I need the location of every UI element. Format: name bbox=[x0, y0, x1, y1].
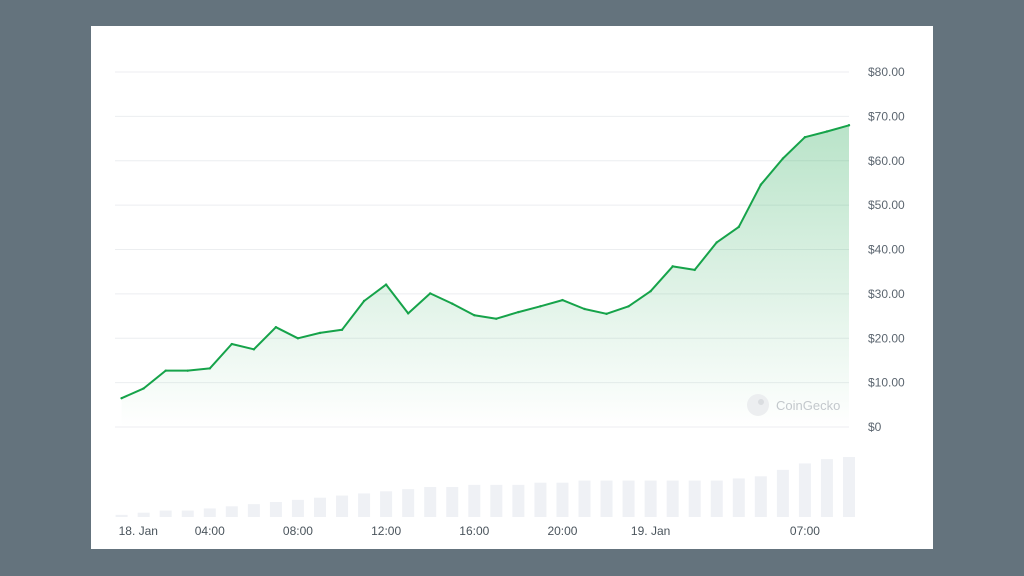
data-point bbox=[715, 241, 718, 244]
coingecko-logo-icon bbox=[747, 394, 769, 416]
y-tick-label: $10.00 bbox=[868, 376, 905, 390]
volume-bar bbox=[137, 512, 150, 517]
watermark: CoinGecko bbox=[747, 394, 840, 416]
volume-bar bbox=[468, 484, 481, 517]
data-point bbox=[825, 130, 829, 133]
data-point bbox=[451, 302, 454, 305]
y-axis-ticks: $0 $10.00 $20.00 $30.00 $40.00 $50.00 $60.00 $7… bbox=[868, 65, 905, 434]
volume-bar bbox=[512, 484, 525, 517]
volume-bar bbox=[644, 480, 657, 517]
volume-bar bbox=[336, 495, 349, 517]
data-point bbox=[384, 283, 388, 286]
volume-bar bbox=[798, 463, 811, 517]
data-point bbox=[318, 331, 322, 335]
data-point bbox=[230, 342, 234, 346]
volume-bar bbox=[313, 497, 326, 517]
volume-bar bbox=[776, 469, 789, 517]
data-point bbox=[473, 313, 476, 317]
y-tick-label: $80.00 bbox=[868, 65, 905, 79]
volume-bar bbox=[358, 493, 371, 517]
data-point bbox=[164, 369, 167, 372]
volume-bar bbox=[820, 459, 833, 517]
volume-bar bbox=[600, 480, 613, 517]
volume-bar bbox=[225, 506, 238, 517]
volume-bar bbox=[115, 514, 128, 517]
volume-bar bbox=[732, 478, 745, 517]
data-point bbox=[120, 396, 123, 400]
data-point bbox=[252, 348, 256, 351]
data-point bbox=[362, 299, 366, 303]
data-point bbox=[737, 225, 740, 229]
data-point bbox=[539, 305, 542, 308]
y-tick-label: $30.00 bbox=[868, 287, 905, 301]
volume-bar bbox=[490, 484, 503, 517]
data-point bbox=[561, 298, 564, 302]
y-tick-label: $70.00 bbox=[868, 109, 905, 123]
data-point bbox=[186, 369, 189, 372]
volume-bar bbox=[622, 480, 635, 517]
x-tick-label: 19. Jan bbox=[631, 524, 670, 538]
volume-bar bbox=[710, 480, 723, 517]
data-point bbox=[759, 183, 763, 186]
volume-bar bbox=[843, 457, 855, 517]
y-tick-label: $40.00 bbox=[868, 243, 905, 257]
data-point bbox=[208, 367, 211, 370]
data-point bbox=[627, 305, 630, 308]
price-area bbox=[121, 125, 850, 428]
data-point bbox=[495, 317, 498, 320]
volume-bar bbox=[666, 480, 679, 517]
volume-bar bbox=[291, 499, 304, 517]
data-point bbox=[274, 325, 278, 329]
x-tick-label: 08:00 bbox=[283, 524, 313, 538]
volume-bar bbox=[402, 489, 415, 517]
data-point bbox=[429, 292, 432, 295]
price-chart: $0 $10.00 $20.00 $30.00 $40.00 $50.00 $60.00 $7… bbox=[115, 65, 905, 538]
data-point bbox=[406, 312, 410, 315]
data-point bbox=[605, 312, 608, 316]
x-tick-label: 18. Jan bbox=[119, 524, 158, 538]
data-point bbox=[340, 328, 344, 332]
volume-bar bbox=[446, 487, 459, 517]
y-tick-label: $20.00 bbox=[868, 331, 905, 345]
x-tick-label: 07:00 bbox=[790, 524, 820, 538]
data-point bbox=[847, 124, 851, 127]
data-point bbox=[693, 268, 696, 272]
data-point bbox=[583, 307, 586, 311]
y-tick-label: $0 bbox=[868, 420, 882, 434]
data-point bbox=[781, 157, 785, 160]
x-axis-ticks: 18. Jan 04:00 08:00 12:00 16:00 20:00 19. Jan 0… bbox=[119, 524, 821, 538]
volume-bars bbox=[115, 457, 855, 517]
volume-bar bbox=[203, 508, 216, 517]
x-tick-label: 20:00 bbox=[547, 524, 577, 538]
volume-bar bbox=[578, 480, 591, 517]
volume-bar bbox=[380, 491, 393, 517]
volume-bar bbox=[181, 510, 194, 517]
x-tick-label: 16:00 bbox=[459, 524, 489, 538]
watermark-text: CoinGecko bbox=[776, 398, 840, 413]
volume-bar bbox=[424, 487, 437, 517]
data-point bbox=[517, 310, 520, 314]
data-point bbox=[296, 337, 300, 340]
y-tick-label: $50.00 bbox=[868, 198, 905, 212]
x-tick-label: 04:00 bbox=[195, 524, 225, 538]
volume-bar bbox=[556, 482, 569, 517]
data-point bbox=[649, 290, 652, 293]
volume-bar bbox=[269, 502, 282, 517]
price-area-fill bbox=[121, 125, 850, 428]
x-tick-label: 12:00 bbox=[371, 524, 401, 538]
price-line bbox=[120, 124, 850, 400]
chart-card: $0 $10.00 $20.00 $30.00 $40.00 $50.00 $60.00 $7… bbox=[91, 26, 933, 549]
volume-bar bbox=[534, 482, 547, 517]
y-tick-label: $60.00 bbox=[868, 154, 905, 168]
volume-bar bbox=[247, 504, 260, 517]
volume-bar bbox=[159, 510, 172, 517]
data-point bbox=[671, 265, 674, 268]
price-line-group bbox=[120, 124, 851, 400]
volume-bar bbox=[754, 476, 767, 517]
data-point bbox=[142, 387, 145, 390]
data-point bbox=[803, 136, 807, 139]
volume-bar bbox=[688, 480, 701, 517]
